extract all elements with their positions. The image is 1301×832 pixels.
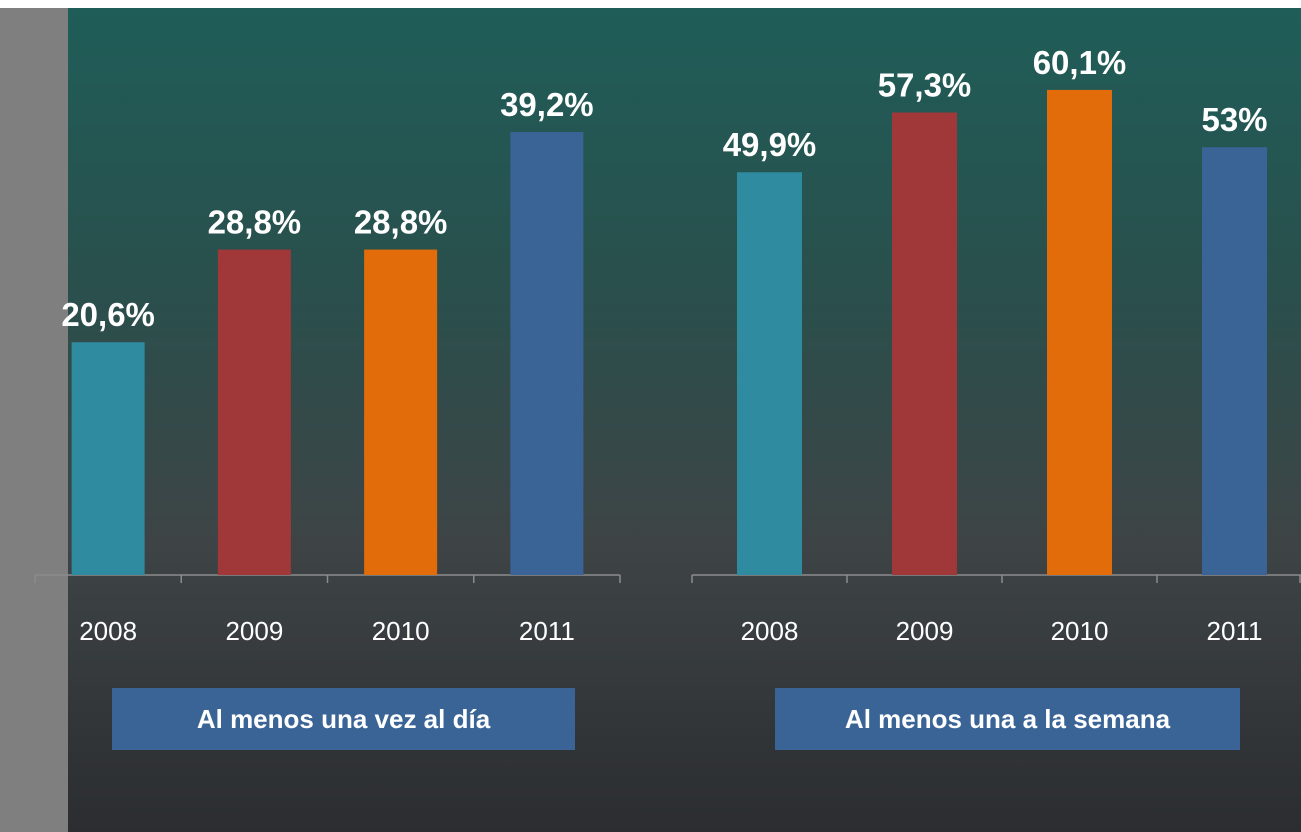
page: {"chart_data": [ {"type": "bar", "label"… <box>0 0 1301 832</box>
value-label: 57,3% <box>878 67 972 104</box>
label-box-text: Al menos una a la semana <box>845 704 1171 734</box>
x-tick-label: 2008 <box>79 616 137 646</box>
chart: 20,6% 2008 28,8% 2009 28,8% 2010 39,2% 2011 Al m… <box>0 0 1301 832</box>
x-tick-label: 2010 <box>372 616 430 646</box>
x-tick-label: 2009 <box>225 616 283 646</box>
x-tick-label: 2008 <box>741 616 799 646</box>
value-label: 60,1% <box>1033 44 1127 81</box>
x-tick-label: 2011 <box>1207 616 1263 646</box>
bar <box>892 113 957 575</box>
x-tick-label: 2010 <box>1051 616 1109 646</box>
value-label: 20,6% <box>61 296 155 333</box>
value-label: 39,2% <box>500 86 594 123</box>
x-tick-label: 2009 <box>896 616 954 646</box>
label-box-text: Al menos una vez al día <box>197 704 491 734</box>
bar <box>1047 90 1112 575</box>
bar <box>364 250 437 575</box>
value-label: 49,9% <box>723 126 817 163</box>
bar <box>72 342 145 575</box>
bar <box>218 250 291 575</box>
side-strip <box>0 8 68 832</box>
bar <box>1202 147 1267 575</box>
value-label: 28,8% <box>208 204 302 241</box>
value-label: 28,8% <box>354 204 448 241</box>
value-label: 53% <box>1201 101 1267 138</box>
bar <box>737 172 802 575</box>
bar <box>510 132 583 575</box>
x-tick-label: 2011 <box>519 616 575 646</box>
